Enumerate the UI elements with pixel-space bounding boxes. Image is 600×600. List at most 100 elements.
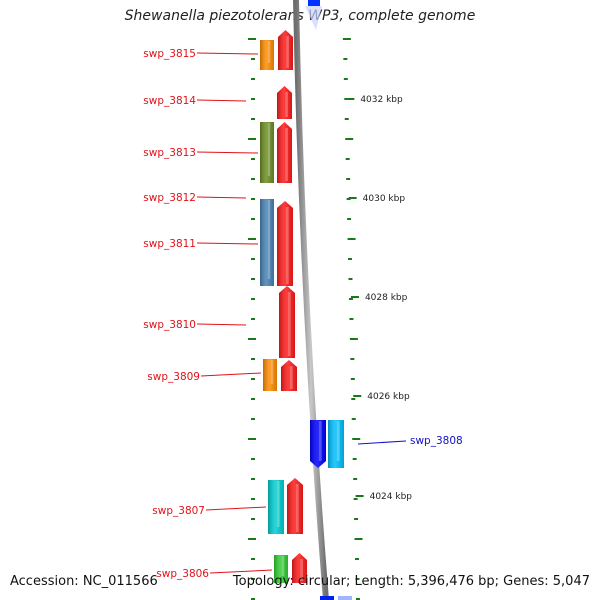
tick-mark-right [351,418,356,420]
orf-block [260,199,274,286]
genome-backbone [293,0,329,600]
kbp-label: 4028 kbp [365,293,408,303]
tick-mark-left [251,78,255,80]
tick-mark-right [353,478,358,480]
gene-arrow [279,286,295,358]
tick-mark-left [251,558,255,560]
gene-arrow [281,360,297,391]
kbp-label: 4024 kbp [370,492,413,502]
tick-mark-left [251,498,255,500]
gene-label-text: swp_3811 [143,238,196,250]
kbp-tick [348,197,357,199]
tick-mark-left [251,458,255,460]
kbp-tick [350,296,359,298]
tick-mark-left [251,518,255,520]
kbp-labels: 4032 kbp 4030 kbp 4028 kbp 4026 kbp 4024 kbp [346,95,412,502]
gene-label-swp_3812: swp_3812 [143,192,247,204]
tick-mark-left [251,178,255,180]
kbp-tick [355,495,364,497]
gene-label-text: swp_3808 [410,435,463,447]
tick-mark-right [350,358,355,360]
tick-mark-right [346,178,351,180]
tick-mark-left [251,298,255,300]
tick-mark-right [348,278,353,280]
tick-mark-left [251,378,255,380]
edge-feature-top [305,0,322,30]
tick-mark-left [248,238,256,240]
gene-label-swp_3809: swp_3809 [147,371,262,383]
kbp-label: 4032 kbp [360,95,403,105]
tick-mark-right [347,238,356,240]
tick-mark-left [251,478,255,480]
orf-block [263,359,277,391]
tick-mark-right [343,58,348,60]
gene-arrow [277,86,292,119]
tick-mark-left [251,258,255,260]
accession-text: Accession: NC_011566 [10,574,158,589]
gene-label-swp_3807: swp_3807 [152,505,267,517]
gene-arrow [277,201,293,286]
tick-mark-right [351,398,356,400]
orf-block [260,122,274,183]
tick-mark-right [348,298,353,300]
orf-block [268,480,284,534]
tick-mark-left [251,358,255,360]
tick-mark-left [248,538,256,540]
orf-block [328,420,344,468]
gene-label-text: swp_3812 [143,192,196,204]
tick-mark-right [355,558,360,560]
tick-mark-left [251,218,255,220]
edge-feature-bottom [320,596,352,600]
tick-mark-right [346,198,351,200]
tick-mark-right [347,218,352,220]
gene-labels: swp_3815 swp_3814 swp_3813 swp_3812 swp_3811… [143,48,462,580]
tick-mark-right [355,578,360,580]
gene-label-text: swp_3806 [156,568,209,580]
gene-arrow [277,122,292,183]
tick-mark-left [251,278,255,280]
tick-mark-right [349,318,354,320]
tick-mark-right [353,498,358,500]
gene-label-text: swp_3809 [147,371,200,383]
tick-mark-right [352,458,357,460]
map-title: Shewanella piezotolerans WP3, complete g… [124,8,476,24]
tick-mark-left [251,598,255,600]
tick-mark-right [355,598,360,600]
tick-mark-right [344,98,349,100]
tick-mark-left [251,98,255,100]
orf-block [274,555,288,583]
gene-arrow [310,420,326,468]
gene-label-text: swp_3815 [143,48,196,60]
tick-mark-left [251,578,255,580]
orf-block [260,40,274,70]
gene-arrow [287,478,303,534]
tick-mark-left [251,158,255,160]
kbp-label: 4026 kbp [367,392,410,402]
tick-mark-left [248,38,256,40]
gene-label-swp_3810: swp_3810 [143,319,247,331]
tick-mark-left [251,58,255,60]
gene-label-text: swp_3807 [152,505,205,517]
tick-mark-left [248,438,256,440]
tick-mark-left [251,398,255,400]
tick-mark-left [251,418,255,420]
tick-mark-right [354,518,359,520]
tick-mark-left [251,118,255,120]
tick-mark-left [251,318,255,320]
tick-mark-right [343,78,348,80]
gene-label-text: swp_3810 [143,319,196,331]
gene-label-text: swp_3813 [143,147,196,159]
gene-features [260,30,344,583]
tick-mark-right [345,158,350,160]
topology-text: Topology: circular; Length: 5,396,476 bp… [232,574,590,589]
tick-mark-right [345,138,354,140]
gene-arrow [292,553,307,583]
gene-label-swp_3811: swp_3811 [143,238,259,250]
gene-arrow [278,30,293,70]
gene-label-swp_3806: swp_3806 [156,568,273,580]
gene-label-text: swp_3814 [143,95,196,107]
tick-mark-right [352,438,361,440]
tick-mark-right [350,378,355,380]
tick-mark-left [248,338,256,340]
